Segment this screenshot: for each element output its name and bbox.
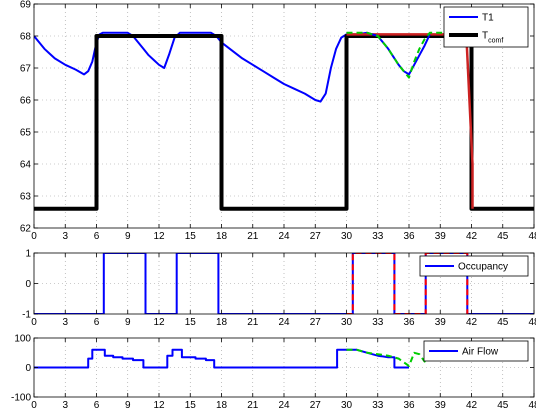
x-tick-label: 12 [153, 317, 165, 328]
x-tick-label: 24 [278, 317, 290, 328]
x-tick-label: 42 [466, 231, 478, 242]
series-group [34, 31, 534, 211]
x-tick-label: 6 [94, 231, 100, 242]
y-tick-label: 0 [25, 279, 31, 290]
x-tick-label: 24 [278, 231, 290, 242]
x-tick-label: 21 [247, 231, 259, 242]
legend-label: Air Flow [462, 347, 499, 358]
x-tick-label: 21 [247, 317, 259, 328]
x-tick-label: 9 [125, 400, 131, 411]
x-tick-label: 18 [216, 400, 228, 411]
legend: Air Flow [423, 340, 529, 362]
x-tick-label: 3 [62, 317, 68, 328]
legend-label: Occupancy [458, 262, 508, 273]
legend-box [443, 6, 529, 48]
x-tick-label: 39 [435, 400, 447, 411]
legend-label-subscript: comf [488, 38, 503, 45]
x-tick-label: 0 [31, 231, 37, 242]
x-tick-label: 33 [372, 400, 384, 411]
x-tick-label: 39 [435, 317, 447, 328]
subplot-1: 0369121518212427303336394245486263646566… [20, 0, 536, 242]
x-tick-label: 36 [403, 400, 415, 411]
x-tick-label: 48 [528, 231, 536, 242]
x-tick-label: 42 [466, 400, 478, 411]
x-tick-label: 45 [497, 400, 509, 411]
x-tick-label: 3 [62, 231, 68, 242]
x-tick-label: 6 [94, 317, 100, 328]
subplot-2: 036912151821242730333639424548-101Occupa… [22, 249, 536, 329]
x-tick-label: 0 [31, 317, 37, 328]
series-line-3 [346, 33, 474, 209]
legend-label: T1 [482, 13, 494, 24]
x-tick-label: 9 [125, 231, 131, 242]
x-tick-label: 30 [341, 400, 353, 411]
y-tick-label: 100 [14, 334, 31, 345]
legend-box [423, 340, 529, 362]
x-tick-label: 27 [310, 317, 322, 328]
x-tick-label: 39 [435, 231, 447, 242]
y-tick-label: 67 [20, 64, 32, 75]
series-group [34, 253, 534, 314]
x-tick-label: 18 [216, 317, 228, 328]
y-tick-label: 64 [20, 160, 32, 171]
x-tick-label: 45 [497, 231, 509, 242]
y-tick-label: 63 [20, 192, 32, 203]
y-tick-label: 65 [20, 128, 32, 139]
x-tick-label: 18 [216, 231, 228, 242]
x-tick-label: 15 [185, 317, 197, 328]
y-tick-label: -1 [22, 310, 31, 321]
series-line-2 [346, 253, 472, 314]
x-tick-label: 27 [310, 231, 322, 242]
y-tick-label: 0 [25, 363, 31, 374]
x-tick-label: 48 [528, 400, 536, 411]
x-tick-label: 12 [153, 231, 165, 242]
x-tick-label: 6 [94, 400, 100, 411]
x-tick-label: 33 [372, 231, 384, 242]
x-tick-label: 30 [341, 317, 353, 328]
x-tick-label: 27 [310, 400, 322, 411]
x-tick-label: 36 [403, 231, 415, 242]
x-tick-label: 42 [466, 317, 478, 328]
x-tick-label: 3 [62, 400, 68, 411]
x-tick-label: 12 [153, 400, 165, 411]
x-tick-label: 33 [372, 317, 384, 328]
legend: Occupancy [419, 255, 529, 277]
y-tick-label: 68 [20, 32, 32, 43]
legend-box [419, 255, 529, 277]
x-tick-label: 48 [528, 317, 536, 328]
y-tick-label: 1 [25, 249, 31, 260]
y-tick-label: 69 [20, 0, 32, 11]
x-tick-label: 24 [278, 400, 290, 411]
y-tick-label: 66 [20, 96, 32, 107]
x-tick-label: 36 [403, 317, 415, 328]
y-tick-label: 62 [20, 224, 32, 235]
x-tick-label: 30 [341, 231, 353, 242]
subplot-3: 036912151821242730333639424548-1000100Ai… [11, 334, 536, 412]
x-tick-label: 0 [31, 400, 37, 411]
y-tick-label: -100 [11, 393, 31, 404]
x-tick-label: 15 [185, 400, 197, 411]
x-tick-label: 45 [497, 317, 509, 328]
x-tick-label: 9 [125, 317, 131, 328]
x-tick-label: 21 [247, 400, 259, 411]
x-tick-label: 15 [185, 231, 197, 242]
